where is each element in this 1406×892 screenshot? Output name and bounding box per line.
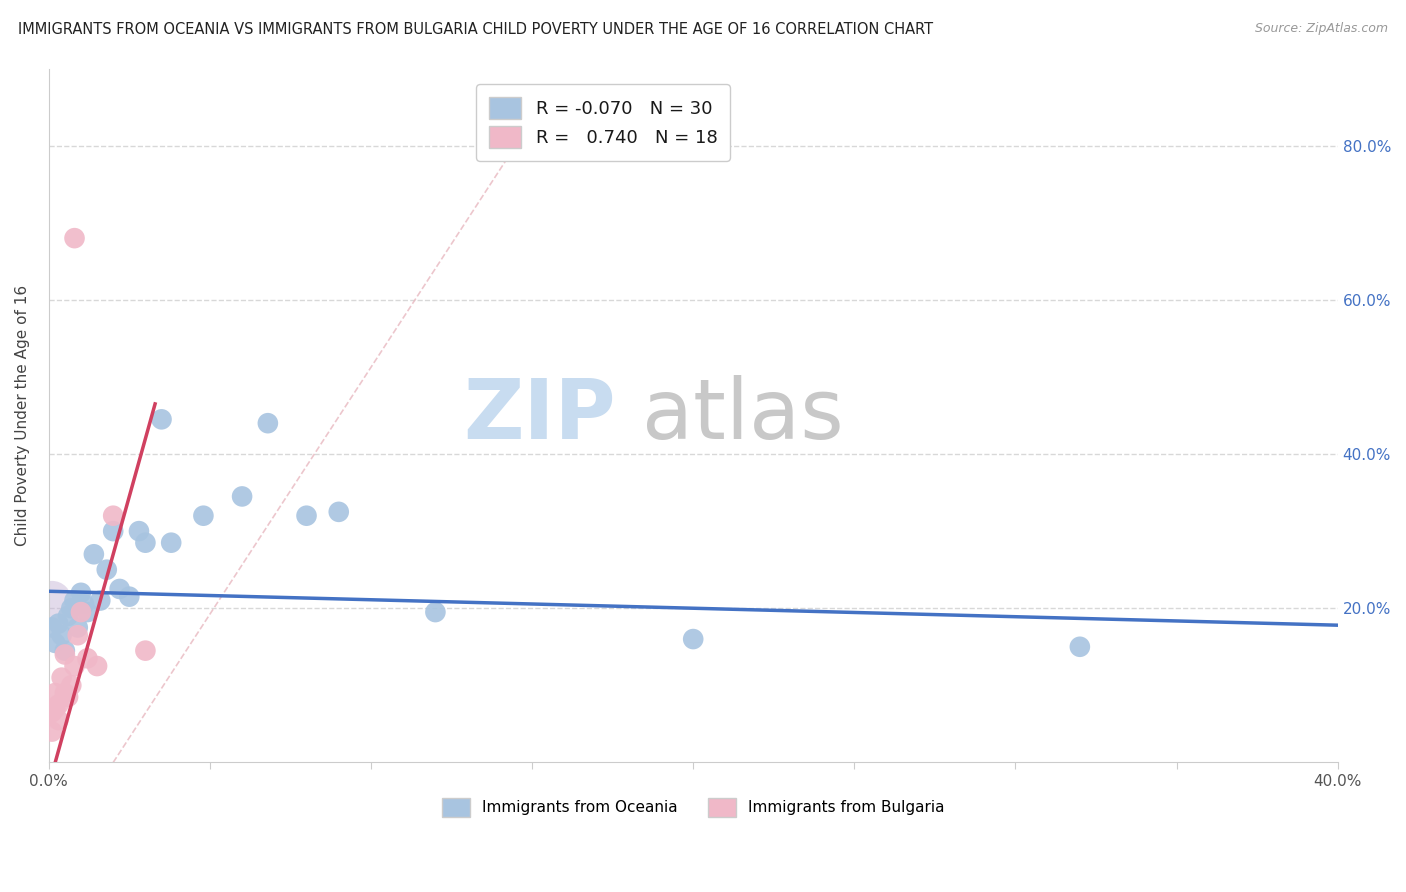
Point: [73, 598, 96, 612]
Point: [150, 412, 173, 426]
Point: [56, 609, 79, 624]
Point: [231, 490, 253, 504]
Y-axis label: Child Poverty Under the Age of 16: Child Poverty Under the Age of 16: [15, 285, 30, 546]
Point: [41, 593, 63, 607]
Point: [60, 601, 83, 615]
Point: [328, 505, 350, 519]
Point: [48, 713, 70, 727]
Point: [51, 671, 73, 685]
Point: [63, 659, 86, 673]
Point: [41, 620, 63, 634]
Point: [103, 508, 125, 523]
Point: [160, 535, 183, 549]
Point: [44, 701, 66, 715]
Point: [76, 651, 98, 665]
Point: [53, 643, 76, 657]
Point: [66, 628, 89, 642]
Point: [295, 508, 318, 523]
Point: [48, 616, 70, 631]
Point: [53, 648, 76, 662]
Point: [63, 231, 86, 245]
Point: [257, 416, 280, 430]
Point: [70, 605, 93, 619]
Point: [682, 632, 704, 646]
Point: [76, 605, 98, 619]
Point: [108, 582, 131, 596]
Point: [44, 636, 66, 650]
Point: [103, 524, 125, 538]
Point: [63, 593, 86, 607]
Point: [128, 524, 150, 538]
Point: [1069, 640, 1091, 654]
Point: [96, 563, 118, 577]
Point: [134, 643, 156, 657]
Point: [41, 706, 63, 720]
Text: Source: ZipAtlas.com: Source: ZipAtlas.com: [1254, 22, 1388, 36]
Point: [425, 605, 447, 619]
Point: [66, 620, 89, 634]
Point: [60, 678, 83, 692]
Point: [134, 535, 156, 549]
Point: [48, 698, 70, 712]
Point: [51, 628, 73, 642]
Legend: Immigrants from Oceania, Immigrants from Bulgaria: Immigrants from Oceania, Immigrants from…: [434, 790, 952, 824]
Point: [53, 686, 76, 700]
Point: [56, 690, 79, 704]
Point: [83, 547, 105, 561]
Text: ZIP: ZIP: [464, 375, 616, 456]
Point: [89, 593, 111, 607]
Point: [118, 590, 141, 604]
Text: IMMIGRANTS FROM OCEANIA VS IMMIGRANTS FROM BULGARIA CHILD POVERTY UNDER THE AGE : IMMIGRANTS FROM OCEANIA VS IMMIGRANTS FR…: [18, 22, 934, 37]
Point: [193, 508, 215, 523]
Text: atlas: atlas: [641, 375, 844, 456]
Point: [86, 659, 108, 673]
Point: [70, 586, 93, 600]
Point: [41, 724, 63, 739]
Point: [44, 686, 66, 700]
